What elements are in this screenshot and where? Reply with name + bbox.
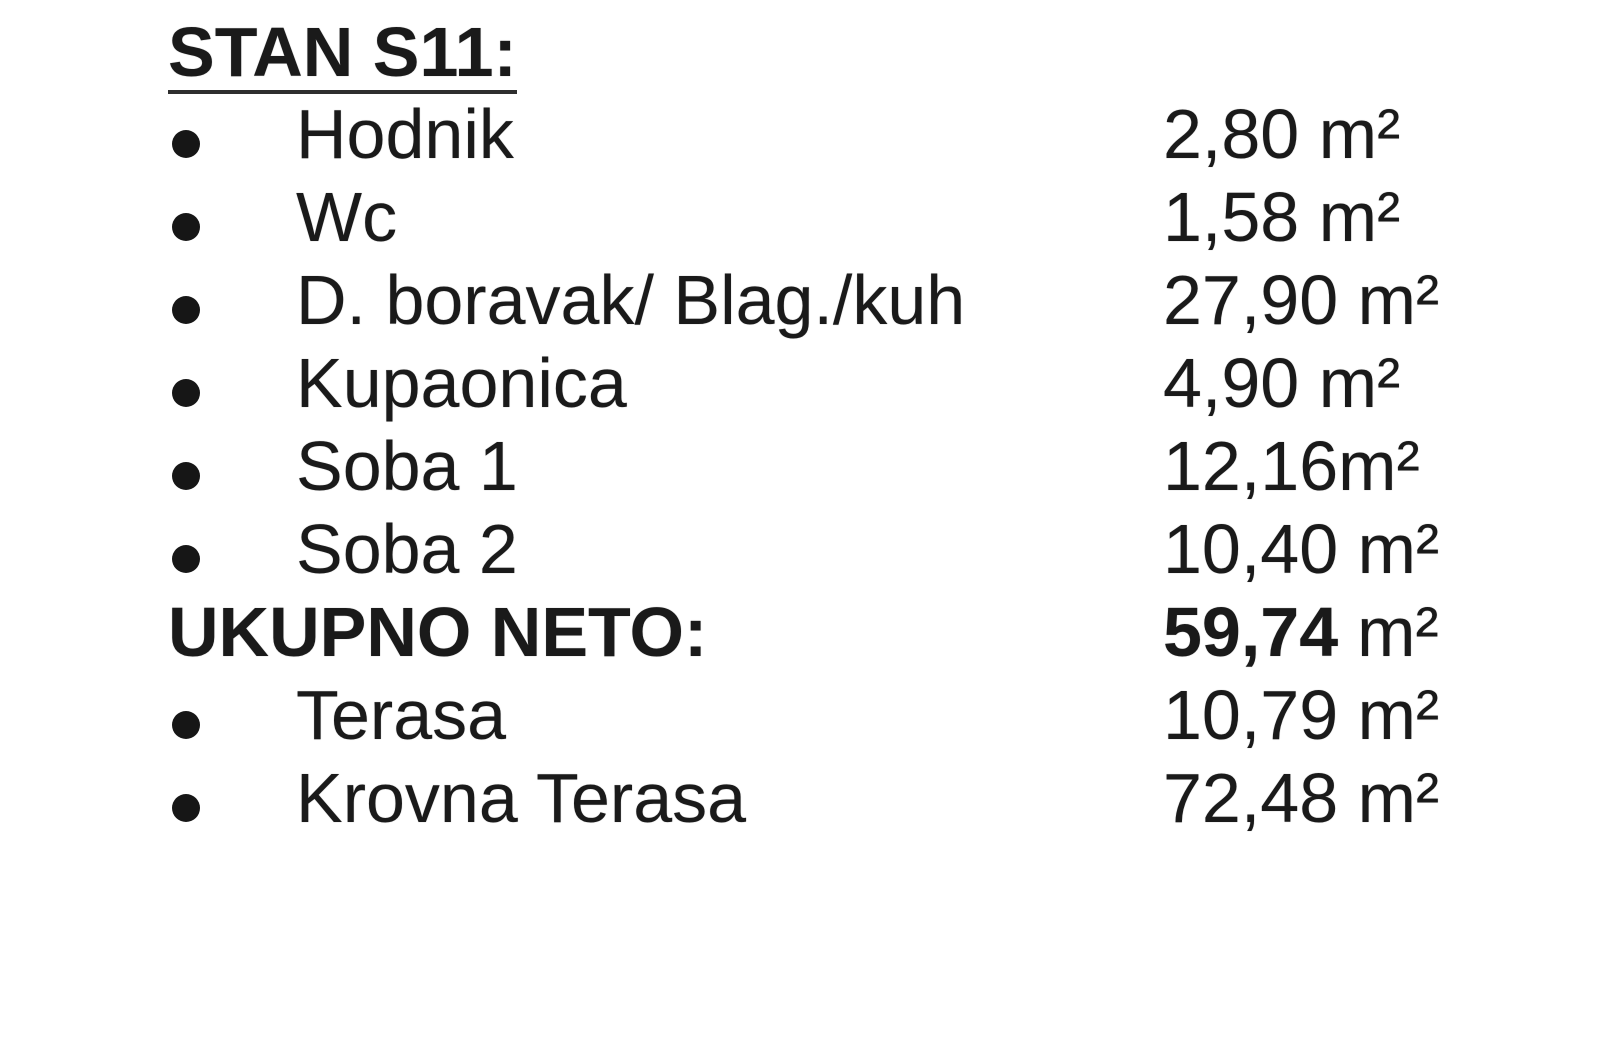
- section-title-row: STAN S11:: [0, 10, 1600, 94]
- room-label: Soba 2: [296, 510, 518, 588]
- list-item: Hodnik 2,80 m²: [0, 93, 1600, 176]
- room-area-value: 10,79 m²: [1163, 676, 1440, 754]
- list-item: Soba 1 12,16m²: [0, 425, 1600, 508]
- bullet-icon: [172, 379, 200, 407]
- section-title: STAN S11:: [168, 14, 517, 94]
- total-label: UKUPNO NETO:: [168, 593, 708, 671]
- bullet-icon: [172, 711, 200, 739]
- room-label: Kupaonica: [296, 344, 627, 422]
- room-area-value: 4,90 m²: [1163, 344, 1401, 422]
- total-value-number: 59,74: [1163, 593, 1339, 671]
- room-area-value: 72,48 m²: [1163, 759, 1440, 837]
- room-area-value: 10,40 m²: [1163, 510, 1440, 588]
- room-area-value: 12,16m²: [1163, 427, 1420, 505]
- room-label: D. boravak/ Blag./kuh: [296, 261, 966, 339]
- list-item: Krovna Terasa 72,48 m²: [0, 757, 1600, 840]
- room-label: Krovna Terasa: [296, 759, 747, 837]
- room-area-value: 27,90 m²: [1163, 261, 1440, 339]
- list-item: Kupaonica 4,90 m²: [0, 342, 1600, 425]
- bullet-icon: [172, 462, 200, 490]
- total-area-value: 59,74 m²: [1163, 591, 1439, 674]
- room-label: Terasa: [296, 676, 507, 754]
- list-item: Terasa 10,79 m²: [0, 674, 1600, 757]
- list-item: Soba 2 10,40 m²: [0, 508, 1600, 591]
- room-label: Wc: [296, 178, 398, 256]
- bullet-icon: [172, 296, 200, 324]
- bullet-icon: [172, 545, 200, 573]
- bullet-icon: [172, 213, 200, 241]
- total-value-unit: m²: [1357, 593, 1439, 671]
- bullet-icon: [172, 130, 200, 158]
- room-area-value: 2,80 m²: [1163, 95, 1401, 173]
- total-row: UKUPNO NETO: 59,74 m²: [0, 591, 1600, 674]
- list-item: Wc 1,58 m²: [0, 176, 1600, 259]
- list-item: D. boravak/ Blag./kuh 27,90 m²: [0, 259, 1600, 342]
- room-label: Hodnik: [296, 95, 514, 173]
- bullet-icon: [172, 794, 200, 822]
- room-label: Soba 1: [296, 427, 518, 505]
- room-area-value: 1,58 m²: [1163, 178, 1401, 256]
